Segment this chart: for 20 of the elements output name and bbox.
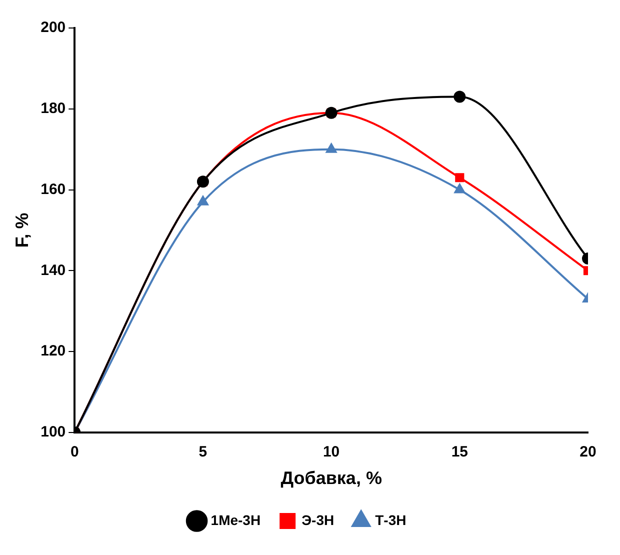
y-tick-label: 140: [40, 262, 66, 279]
y-tick-label: 100: [40, 424, 66, 441]
point: [454, 184, 465, 194]
point: [326, 143, 337, 153]
y-tick-label: 200: [40, 19, 66, 36]
x-axis-title: Добавка, %: [280, 468, 382, 488]
legend-label: Э-3Н: [302, 512, 334, 528]
legend-label: 1Ме-3Н: [210, 512, 261, 528]
point: [198, 196, 208, 206]
x-tick-label: 20: [580, 444, 596, 461]
point: [454, 90, 466, 103]
y-tick-label: 180: [40, 100, 66, 118]
x-tick-label: 0: [70, 444, 79, 461]
x-tick-label: 5: [198, 444, 208, 461]
y-axis-title: F, %: [12, 212, 32, 248]
x-tick-label: 15: [451, 444, 468, 461]
y-tick-label: 160: [40, 180, 66, 198]
legend-label: Т-3Н: [375, 512, 406, 528]
y-tick-label: 120: [40, 342, 66, 360]
x-tick-label: 10: [322, 444, 340, 461]
